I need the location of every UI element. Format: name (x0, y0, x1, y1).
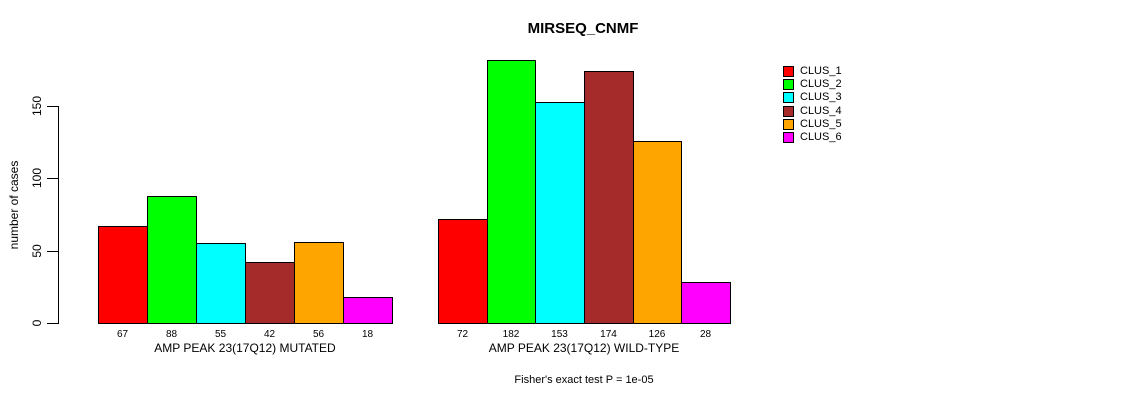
category-label-mutated: AMP PEAK 23(17Q12) MUTATED (154, 341, 336, 355)
bar-value-label: 153 (551, 329, 568, 340)
bar-value-label: 72 (456, 329, 469, 340)
y-tick-mark (47, 323, 58, 324)
y-tick-label: 100 (30, 167, 44, 189)
bar-clus_5-group2 (633, 141, 682, 324)
legend-swatch-clus_2 (783, 79, 794, 90)
legend-swatch-clus_5 (783, 119, 794, 130)
bar-value-label: 67 (116, 329, 129, 340)
bar-value-label: 56 (312, 329, 325, 340)
y-axis-label: number of cases (7, 160, 21, 250)
y-tick-label: 150 (30, 95, 44, 117)
bar-clus_2-group2 (487, 60, 536, 324)
y-axis-line (58, 106, 59, 324)
bar-value-label: 88 (165, 329, 178, 340)
bar-value-label: 174 (600, 329, 617, 340)
bar-clus_3-group2 (535, 102, 585, 324)
bar-value-label: 126 (648, 329, 666, 340)
legend-label-clus_2: CLUS_2 (800, 78, 842, 90)
y-tick-label: 0 (30, 319, 44, 327)
bar-clus_6-group2 (681, 282, 731, 324)
bar-clus_1-group1 (98, 226, 148, 324)
legend-swatch-clus_1 (783, 66, 794, 77)
bar-clus_2-group1 (147, 196, 197, 324)
legend-label-clus_5: CLUS_5 (800, 118, 842, 130)
y-tick-mark (47, 251, 58, 252)
bar-clus_1-group2 (438, 219, 488, 324)
bar-clus_5-group1 (294, 242, 344, 324)
legend-label-clus_6: CLUS_6 (800, 131, 842, 143)
bar-value-label: 18 (361, 329, 374, 340)
legend-swatch-clus_3 (783, 92, 794, 103)
chart-title: MIRSEQ_CNMF (527, 20, 639, 37)
bar-clus_6-group1 (343, 297, 393, 324)
legend-label-clus_1: CLUS_1 (800, 65, 842, 77)
bar-value-label: 182 (502, 329, 520, 340)
bar-clus_3-group1 (196, 243, 246, 324)
bar-value-label: 55 (214, 329, 227, 340)
subtitle-fishers-test: Fisher's exact test P = 1e-05 (514, 374, 654, 386)
y-tick-label: 50 (30, 244, 44, 258)
bar-value-label: 42 (263, 329, 276, 340)
bar-value-label: 28 (699, 329, 712, 340)
y-tick-mark (47, 178, 58, 179)
legend-label-clus_3: CLUS_3 (800, 91, 842, 103)
legend-swatch-clus_4 (783, 106, 794, 117)
y-tick-mark (47, 106, 58, 107)
bar-clus_4-group2 (584, 71, 634, 324)
legend-swatch-clus_6 (783, 132, 794, 143)
bar-clus_4-group1 (245, 262, 295, 324)
category-label-wild-type: AMP PEAK 23(17Q12) WILD-TYPE (488, 341, 680, 355)
legend-label-clus_4: CLUS_4 (800, 105, 842, 117)
